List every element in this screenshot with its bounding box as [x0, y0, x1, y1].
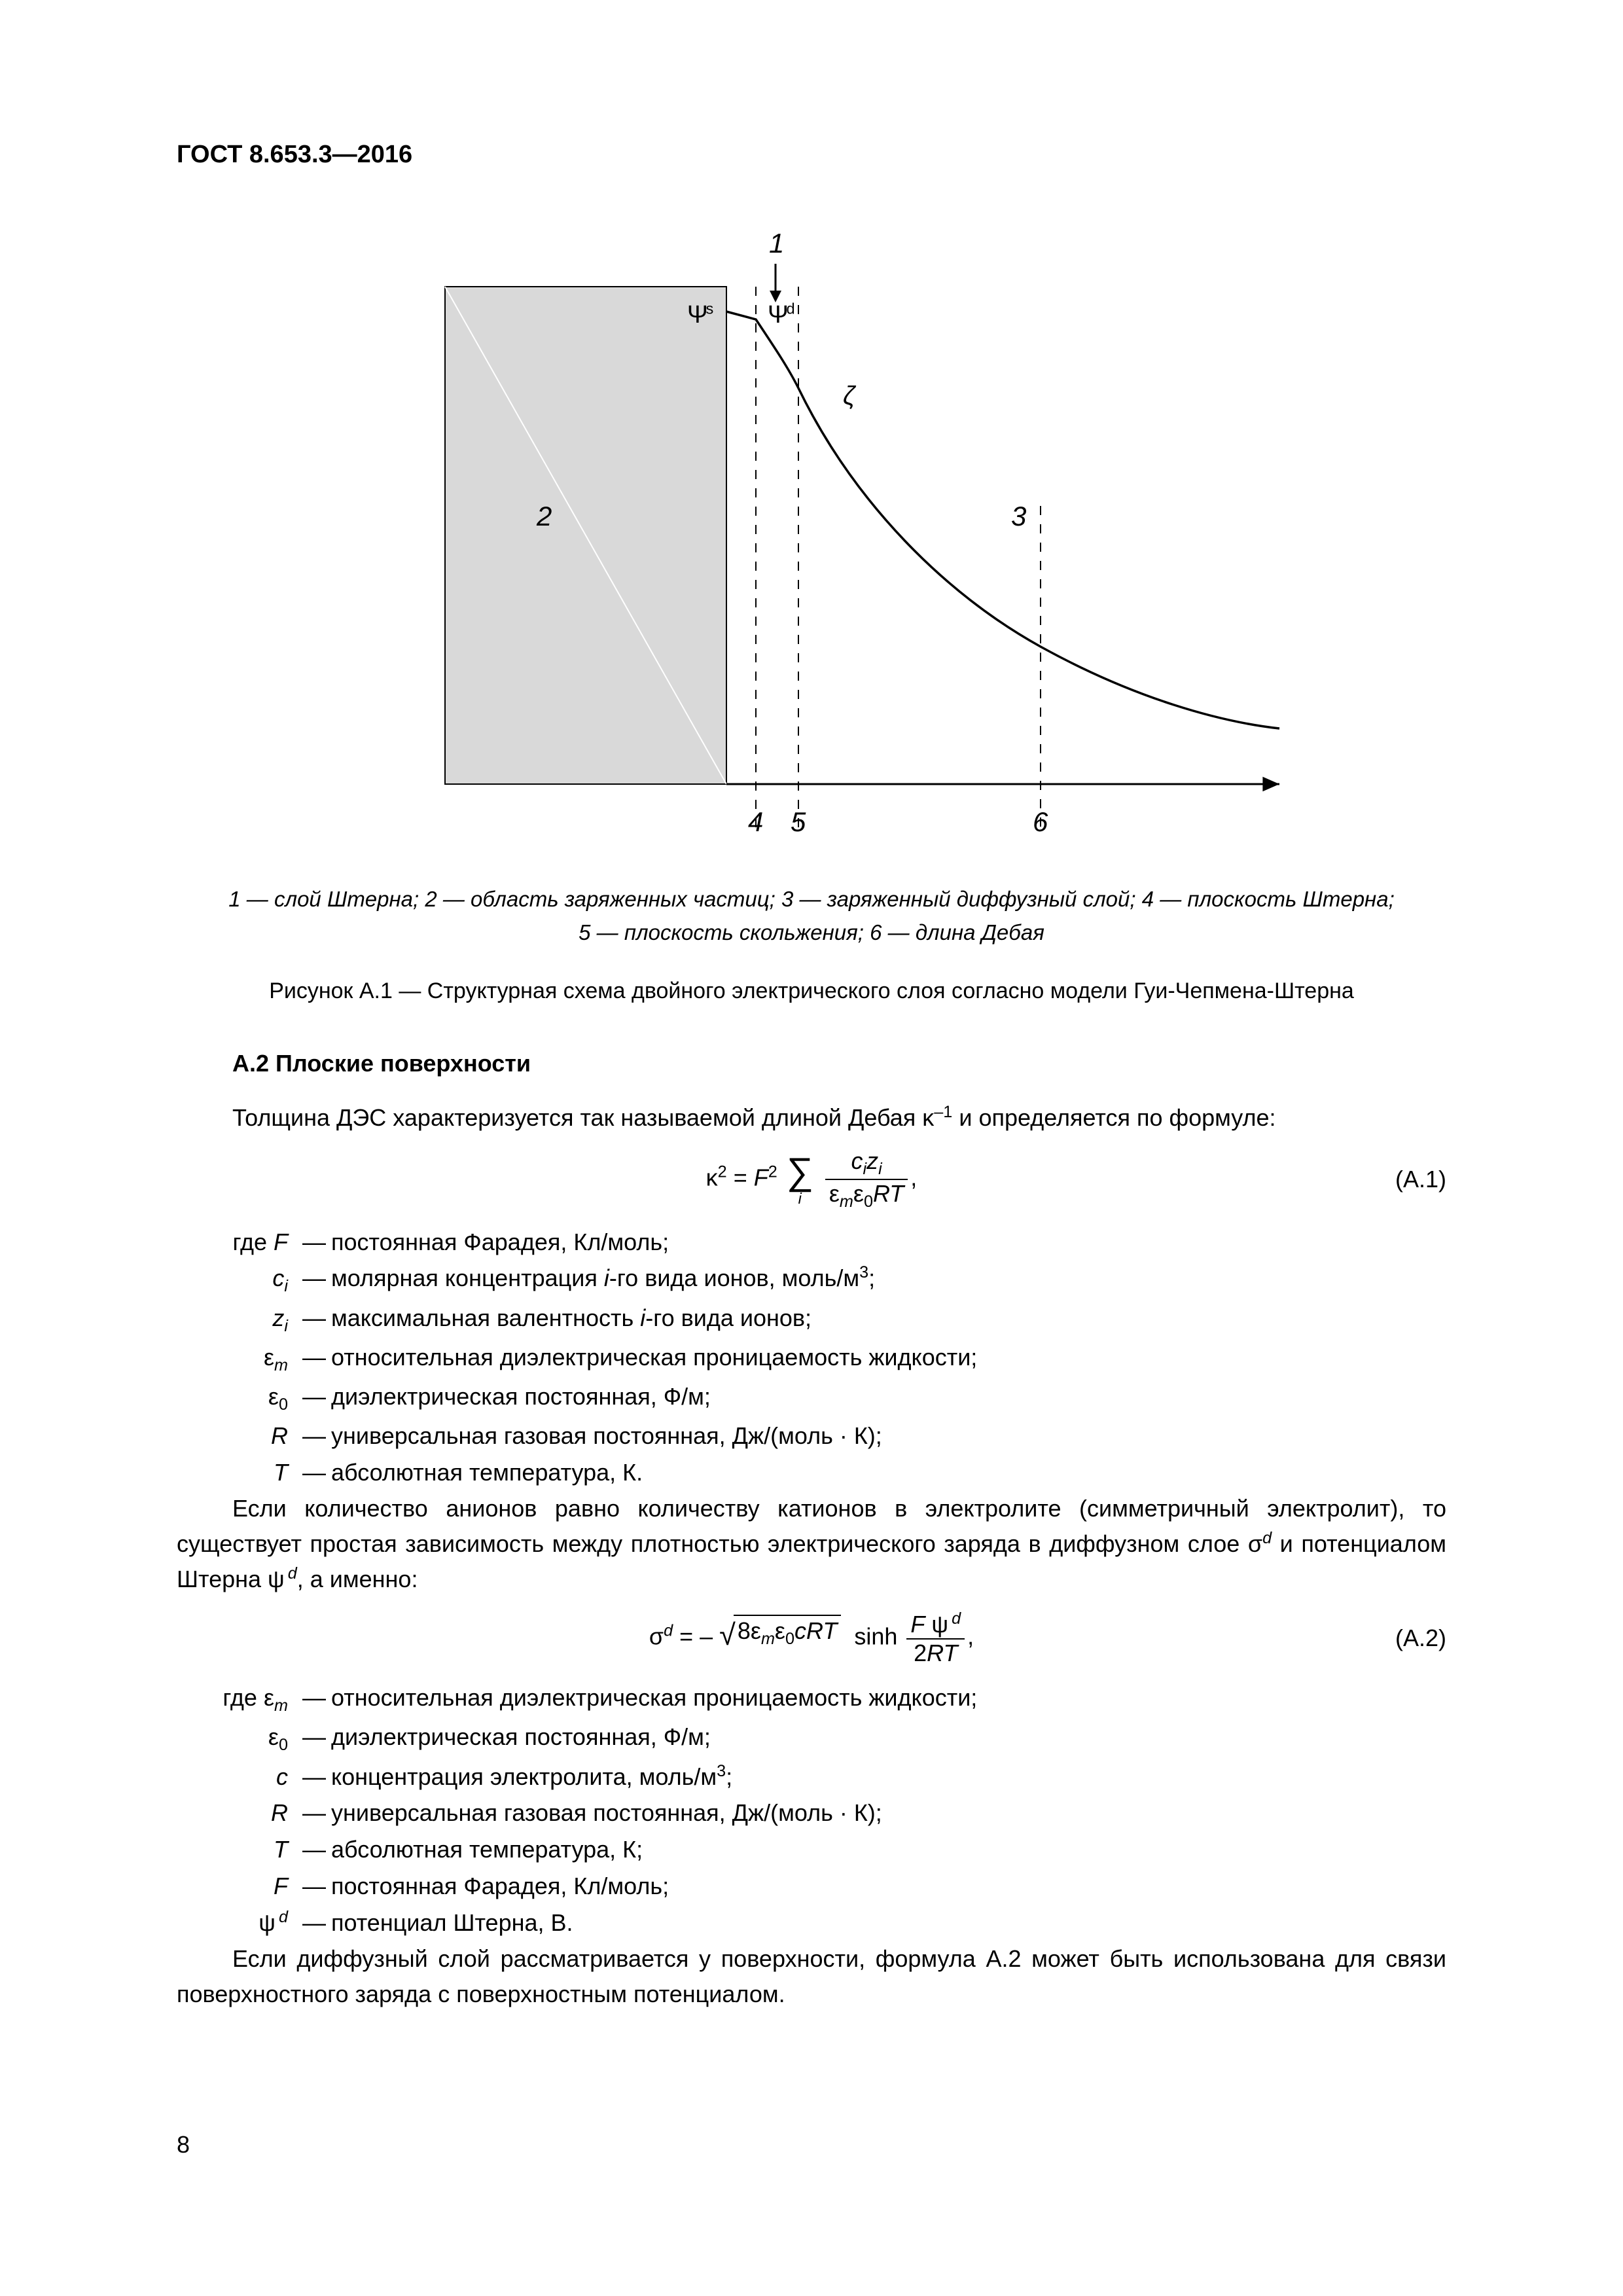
svg-text:Ψ: Ψ — [687, 301, 708, 329]
para-symmetric-electrolyte: Если количество анионов равно количеству… — [177, 1491, 1446, 1597]
definition-row: zi—максимальная валентность i-го вида ио… — [177, 1300, 1446, 1339]
definition-row: ε0—диэлектрическая постоянная, Ф/м; — [177, 1719, 1446, 1758]
para-debye-length: Толщина ДЭС характеризуется так называем… — [177, 1100, 1446, 1136]
svg-text:s: s — [706, 300, 714, 317]
doc-header: ГОСТ 8.653.3—2016 — [177, 141, 1446, 169]
equation-a1: κ2 = F2 ∑i cizi εmε0RT , (А.1) — [177, 1147, 1446, 1211]
svg-text:Ψ: Ψ — [768, 301, 789, 329]
svg-text:2: 2 — [536, 501, 552, 531]
svg-text:6: 6 — [1033, 806, 1048, 837]
para-surface-charge: Если диффузный слой рассматривается у по… — [177, 1941, 1446, 2012]
definition-row: ci—молярная концентрация i-го вида ионов… — [177, 1260, 1446, 1299]
definitions-a1: где F—постоянная Фарадея, Кл/моль;ci—мол… — [177, 1224, 1446, 1491]
svg-text:1: 1 — [769, 228, 784, 259]
definition-row: c—концентрация электролита, моль/м3; — [177, 1759, 1446, 1795]
figure-legend: 1 — слой Штерна; 2 — область заряженных … — [177, 882, 1446, 949]
definition-row: где F—постоянная Фарадея, Кл/моль; — [177, 1224, 1446, 1261]
svg-text:4: 4 — [748, 806, 763, 837]
definition-row: ψ d—потенциал Штерна, В. — [177, 1905, 1446, 1941]
definition-row: F—постоянная Фарадея, Кл/моль; — [177, 1868, 1446, 1905]
page-number: 8 — [177, 2131, 190, 2159]
svg-text:ζ: ζ — [843, 382, 857, 410]
svg-text:5: 5 — [791, 806, 806, 837]
eq-num-a1: (А.1) — [1395, 1166, 1446, 1193]
definition-row: R—универсальная газовая постоянная, Дж/(… — [177, 1795, 1446, 1831]
definition-row: где εm—относительная диэлектрическая про… — [177, 1679, 1446, 1719]
figure-a1-svg: ΨsΨdζ123456 — [317, 228, 1306, 856]
definition-row: ε0—диэлектрическая постоянная, Ф/м; — [177, 1378, 1446, 1418]
eq-num-a2: (А.2) — [1395, 1624, 1446, 1652]
equation-a2: σd = – √ 8εmε0cRT sinh F ψ d 2RT , (А.2) — [177, 1609, 1446, 1668]
definitions-a2: где εm—относительная диэлектрическая про… — [177, 1679, 1446, 1941]
section-a2-title: А.2 Плоские поверхности — [232, 1050, 1446, 1077]
definition-row: T—абсолютная температура, К. — [177, 1454, 1446, 1491]
figure-a1: ΨsΨdζ123456 1 — слой Штерна; 2 — область… — [177, 228, 1446, 1004]
definition-row: εm—относительная диэлектрическая проница… — [177, 1339, 1446, 1378]
definition-row: T—абсолютная температура, К; — [177, 1831, 1446, 1868]
definition-row: R—универсальная газовая постоянная, Дж/(… — [177, 1418, 1446, 1454]
figure-caption: Рисунок А.1 — Структурная схема двойного… — [177, 978, 1446, 1004]
svg-text:d: d — [787, 300, 795, 317]
svg-text:3: 3 — [1011, 501, 1026, 531]
